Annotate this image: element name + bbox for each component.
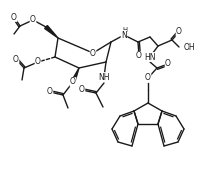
Text: O: O [47, 88, 53, 97]
Text: O: O [11, 13, 17, 21]
Text: O: O [35, 58, 41, 66]
Text: HN: HN [144, 52, 156, 62]
Text: NH: NH [98, 73, 110, 82]
Text: N: N [121, 31, 127, 40]
Text: O: O [13, 55, 19, 63]
Text: H: H [122, 27, 127, 33]
Text: O: O [90, 48, 96, 58]
Text: O: O [70, 78, 76, 86]
Text: O: O [30, 16, 36, 25]
Polygon shape [71, 68, 79, 83]
Polygon shape [45, 25, 58, 38]
Text: O: O [165, 59, 171, 69]
Text: O: O [79, 86, 85, 94]
Text: OH: OH [184, 43, 196, 51]
Text: O: O [176, 28, 182, 36]
Text: O: O [136, 51, 142, 60]
Text: O: O [145, 74, 151, 82]
